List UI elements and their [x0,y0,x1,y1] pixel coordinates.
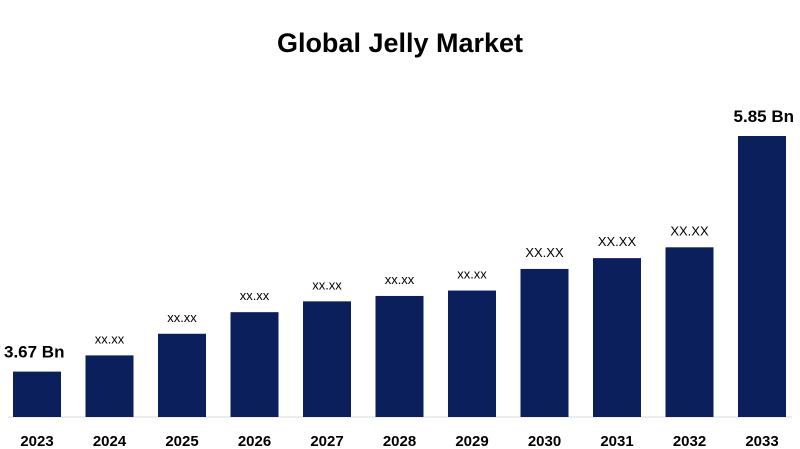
bar-2030 [520,268,569,417]
x-tick-labels-group: 2023 2024 2025 2026 2027 2028 2029 2030 2031 2032… [20,433,778,449]
bar-2032 [665,247,714,417]
x-tick-label-2025: 2025 [165,433,198,449]
x-tick-label-2023: 2023 [20,433,53,449]
value-label-2031: XX.XX [598,234,637,249]
bar-2029 [448,290,496,417]
value-label-2026: xx.xx [240,288,270,303]
value-label-2028: xx.xx [385,272,415,287]
bar-2026 [230,312,279,417]
x-tick-label-2028: 2028 [383,433,416,449]
bar-2031 [593,258,641,417]
bar-2024 [85,355,134,417]
bar-2023 [13,371,61,417]
x-tick-label-2032: 2032 [673,433,706,449]
value-label-2030: XX.XX [525,245,564,260]
value-label-2033: 5.85 Bn [734,107,794,126]
x-tick-label-2033: 2033 [745,433,778,449]
bar-2028 [375,295,424,417]
value-label-2025: xx.xx [167,310,197,325]
x-tick-label-2030: 2030 [528,433,561,449]
value-label-2027: xx.xx [312,277,342,292]
value-label-2032: XX.XX [670,223,709,238]
x-tick-label-2027: 2027 [310,433,343,449]
bar-2025 [158,333,206,417]
bar-2033 [738,136,786,417]
value-labels-group: 3.67 Bn xx.xx xx.xx xx.xx xx.xx xx.xx xx.xx XX.… [4,107,794,362]
x-tick-label-2024: 2024 [93,433,127,449]
x-tick-label-2026: 2026 [238,433,271,449]
chart-title: Global Jelly Market [276,28,524,58]
x-tick-label-2031: 2031 [600,433,633,449]
value-label-2024: xx.xx [95,331,125,346]
bars-group [13,136,786,417]
bar-2027 [303,301,351,417]
value-label-2029: xx.xx [457,267,487,282]
x-tick-label-2029: 2029 [455,433,488,449]
value-label-2023: 3.67 Bn [4,343,64,362]
